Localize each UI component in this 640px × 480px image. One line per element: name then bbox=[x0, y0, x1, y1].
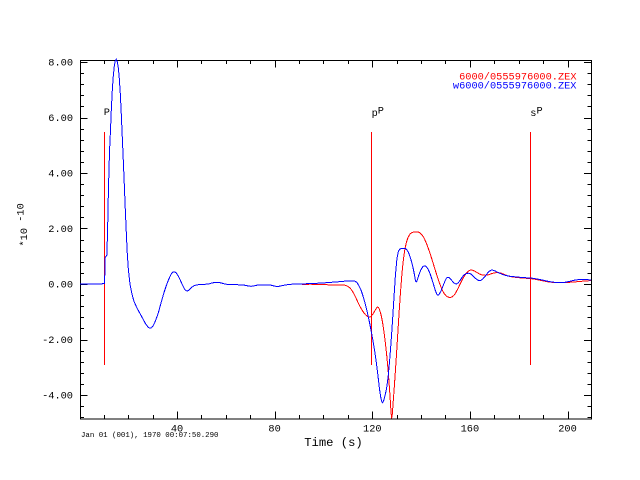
svg-text:-4.00: -4.00 bbox=[42, 391, 73, 403]
svg-text:Jan 01 (001), 1970 00:07:50.29: Jan 01 (001), 1970 00:07:50.290 bbox=[81, 432, 219, 440]
svg-text:sP: sP bbox=[530, 105, 542, 120]
svg-text:w6000/0555976000.ZEX: w6000/0555976000.ZEX bbox=[453, 81, 577, 93]
svg-text:80: 80 bbox=[268, 424, 280, 436]
svg-text:0.00: 0.00 bbox=[48, 280, 73, 292]
svg-text:*10 -10: *10 -10 bbox=[16, 203, 32, 246]
svg-text:200: 200 bbox=[558, 424, 577, 436]
svg-text:P: P bbox=[104, 107, 110, 119]
svg-text:2.00: 2.00 bbox=[48, 224, 73, 236]
svg-text:120: 120 bbox=[363, 424, 382, 436]
svg-text:160: 160 bbox=[461, 424, 480, 436]
svg-text:6000/0555976000.ZEX: 6000/0555976000.ZEX bbox=[459, 72, 576, 84]
svg-text:-2.00: -2.00 bbox=[42, 335, 73, 347]
svg-text:6.00: 6.00 bbox=[48, 113, 73, 125]
svg-text:Time (s): Time (s) bbox=[304, 436, 363, 450]
svg-text:8.00: 8.00 bbox=[48, 58, 73, 70]
svg-text:4.00: 4.00 bbox=[48, 169, 73, 181]
svg-text:pP: pP bbox=[372, 105, 384, 120]
svg-text:40: 40 bbox=[171, 424, 183, 436]
